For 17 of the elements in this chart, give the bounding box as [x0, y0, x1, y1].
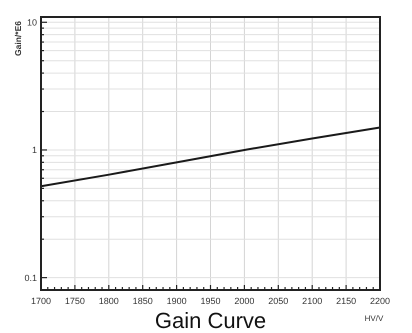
y-axis-title: Gain/*E6 [13, 20, 23, 56]
text: Gain Curve [154, 308, 266, 333]
x-tick-label: 1750 [64, 296, 85, 306]
y-tick-label: 1 [32, 145, 37, 156]
x-tick-label: 2050 [268, 296, 288, 306]
y-tick-label: 0.1 [24, 272, 37, 283]
x-tick-label: 1800 [98, 296, 119, 306]
x-tick-label: 1850 [132, 296, 153, 306]
x-tick-label: 1950 [200, 296, 221, 306]
y-tick-label: 10 [26, 17, 37, 28]
x-tick-label: 1700 [30, 296, 52, 306]
x-tick-label: 2000 [234, 296, 254, 306]
x-tick-label: 2150 [336, 296, 356, 306]
x-tick-label: 2100 [302, 296, 322, 306]
x-tick-label: 2200 [370, 296, 390, 306]
x-tick-label: 1900 [166, 296, 187, 306]
x-axis-title: HV/V [364, 314, 384, 323]
